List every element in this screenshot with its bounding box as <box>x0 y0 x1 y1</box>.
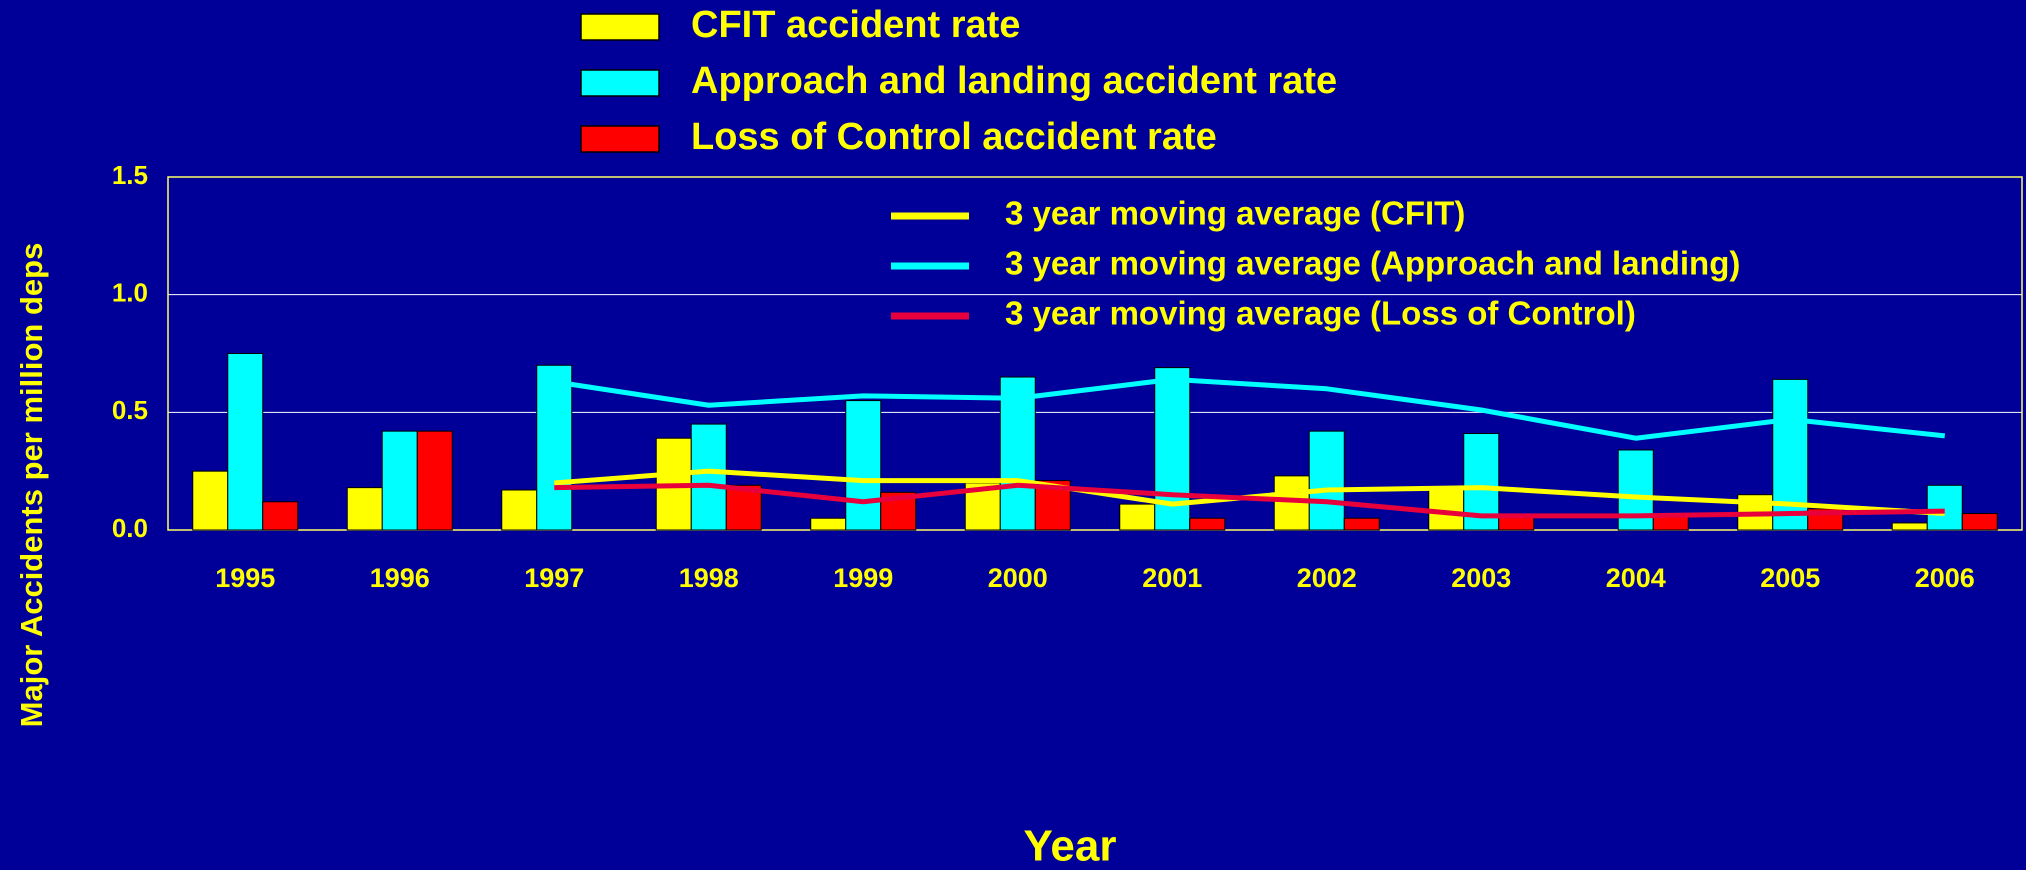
bar <box>381 430 418 531</box>
bar <box>1119 503 1156 531</box>
bar <box>1772 378 1809 531</box>
y-tick-label: 1.0 <box>112 278 148 308</box>
bar <box>1961 513 1998 531</box>
legend-label: Loss of Control accident rate <box>691 116 1217 158</box>
legend-label: 3 year moving average (CFIT) <box>1005 195 1465 232</box>
legend-label: CFIT accident rate <box>691 4 1020 46</box>
bar <box>1343 517 1380 531</box>
x-tick-label: 2002 <box>1297 563 1357 593</box>
legend-swatch <box>580 125 660 153</box>
bar <box>1308 430 1345 531</box>
x-tick-label: 1997 <box>524 563 584 593</box>
y-tick-label: 0.0 <box>112 513 148 543</box>
legend-label: 3 year moving average (Approach and land… <box>1005 245 1740 282</box>
x-tick-label: 2000 <box>988 563 1048 593</box>
x-axis-label: Year <box>1024 822 1117 870</box>
bar <box>192 470 229 531</box>
legend-swatch <box>580 13 660 41</box>
x-tick-label: 1995 <box>215 563 275 593</box>
bar <box>262 501 299 531</box>
legend-label: 3 year moving average (Loss of Control) <box>1005 295 1636 332</box>
bar <box>999 376 1036 531</box>
legend-swatch <box>580 69 660 97</box>
x-tick-label: 2006 <box>1915 563 1975 593</box>
x-tick-label: 1996 <box>370 563 430 593</box>
bar <box>810 517 847 531</box>
plot-border <box>167 176 2023 531</box>
bar <box>501 489 538 531</box>
x-tick-label: 2001 <box>1142 563 1202 593</box>
bar <box>416 430 453 531</box>
x-tick-label: 1999 <box>833 563 893 593</box>
bar <box>346 487 383 531</box>
y-tick-label: 0.5 <box>112 395 148 425</box>
line <box>553 376 1946 441</box>
line <box>554 482 1945 519</box>
x-tick-label: 2004 <box>1606 563 1666 593</box>
bar <box>690 423 727 531</box>
bar <box>1428 487 1465 531</box>
y-tick-label: 1.5 <box>112 160 148 190</box>
legend-label: Approach and landing accident rate <box>691 60 1337 102</box>
bar <box>1926 484 1963 531</box>
bar <box>1891 522 1928 531</box>
bar <box>1189 517 1226 531</box>
x-tick-label: 1998 <box>679 563 739 593</box>
y-axis-label: Major Accidents per million deps <box>14 243 49 728</box>
bar <box>845 400 882 531</box>
bar <box>227 353 264 531</box>
bar <box>536 364 573 531</box>
x-tick-label: 2005 <box>1760 563 1820 593</box>
x-tick-label: 2003 <box>1451 563 1511 593</box>
